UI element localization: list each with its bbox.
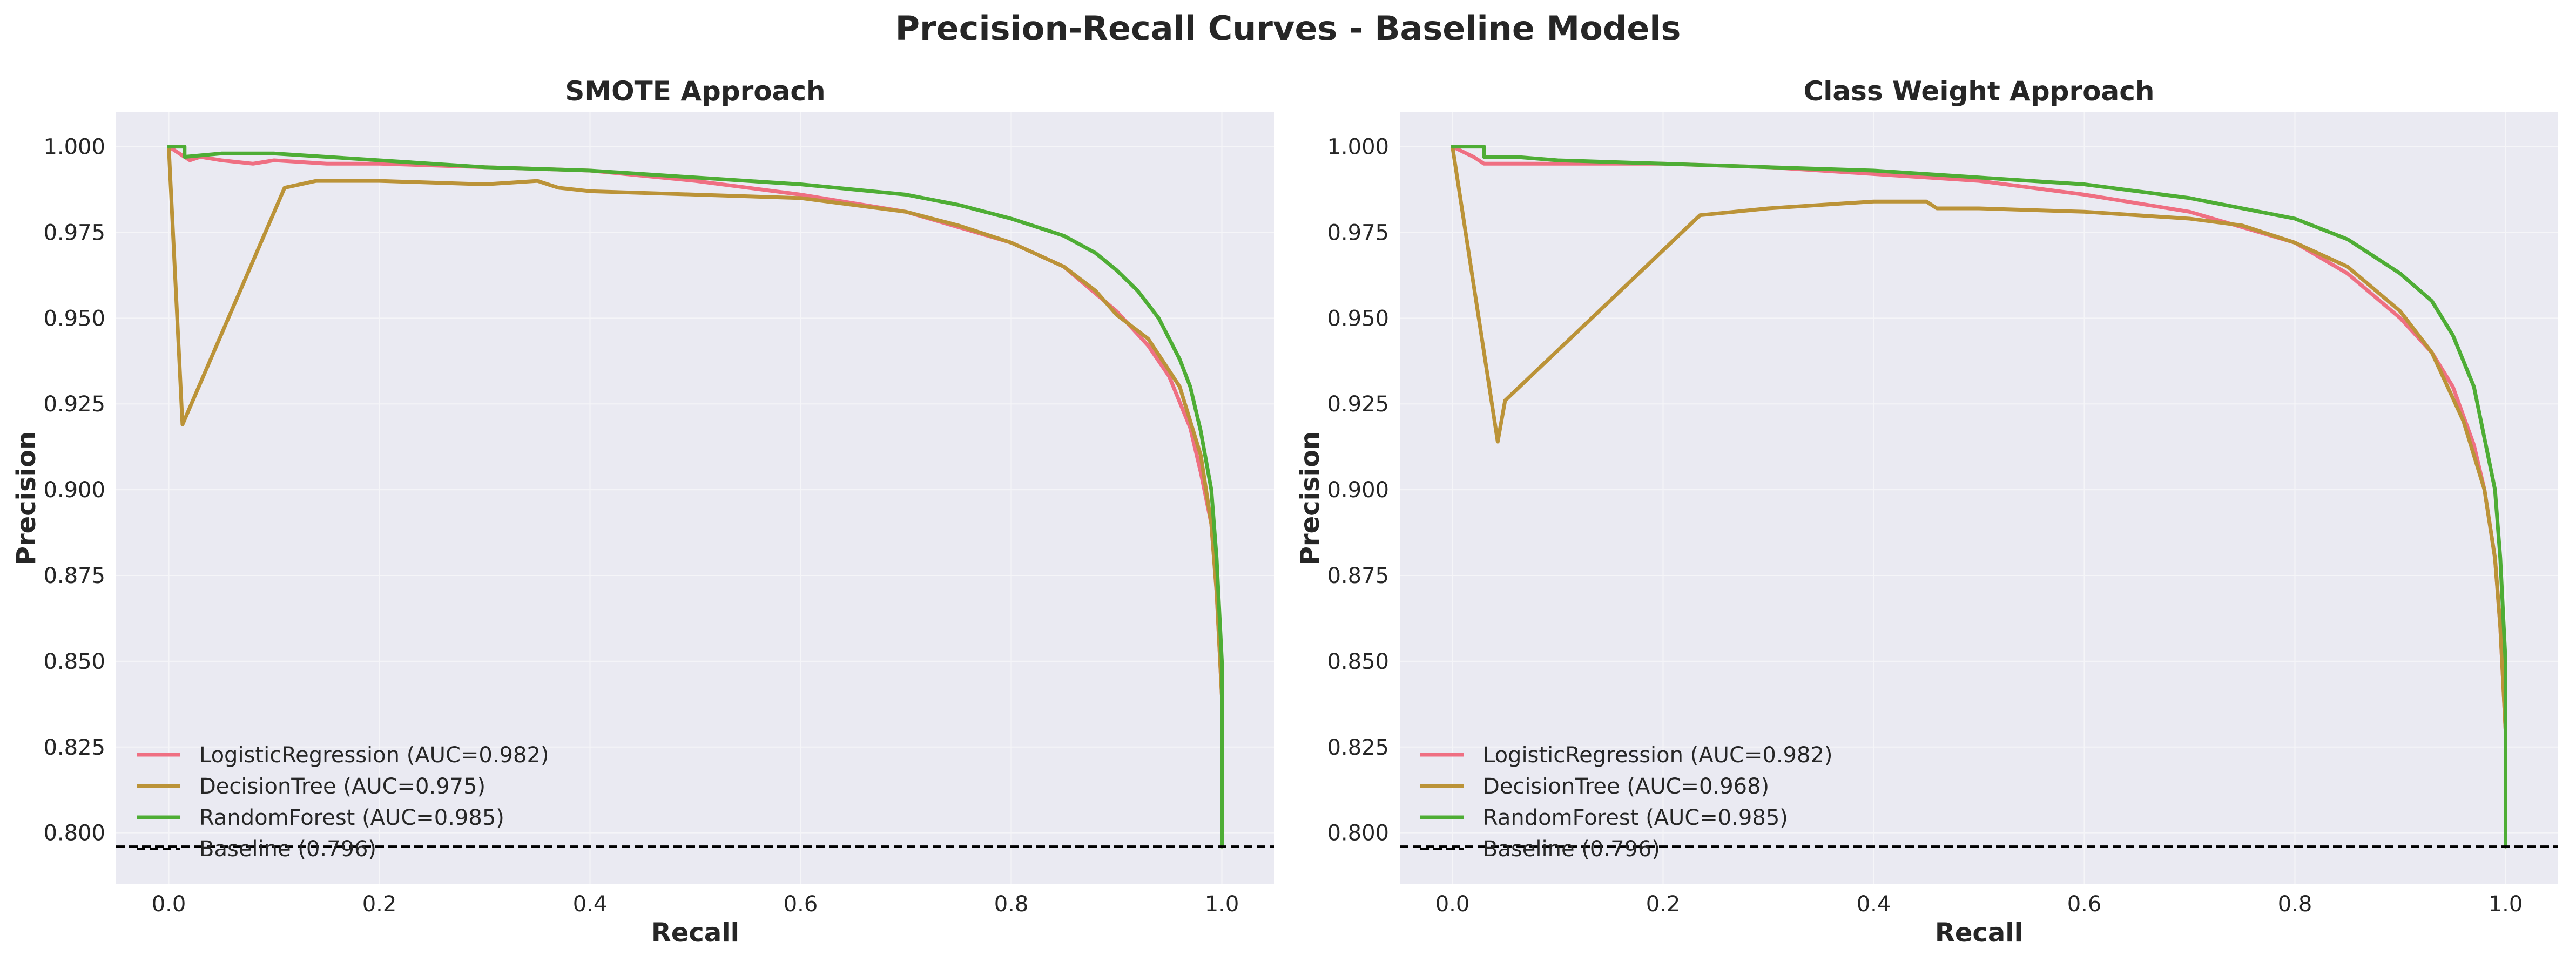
x-tick-label: 0.4 xyxy=(573,892,608,917)
y-tick-label: 0.800 xyxy=(1327,821,1389,846)
y-tick-label: 0.975 xyxy=(43,220,105,245)
series-line-1 xyxy=(1451,145,2507,849)
plot-area xyxy=(1400,112,2558,884)
x-tick-label: 0.4 xyxy=(1857,892,1891,917)
series-group xyxy=(116,145,1274,849)
y-tick-label: 0.875 xyxy=(43,564,105,588)
series-line-0 xyxy=(167,145,1224,849)
series-line-2 xyxy=(167,145,1224,849)
x-tick-label: 0.6 xyxy=(2067,892,2102,917)
plot-area xyxy=(116,112,1274,884)
legend-entry: DecisionTree (AUC=0.968) xyxy=(1483,774,1769,799)
x-tick-label: 0.8 xyxy=(2278,892,2312,917)
smote-chart: SMOTE Approach 0.0 0.2 0.4 0.6 0.8 1.0 0.800 0.8… xyxy=(11,76,1274,948)
legend-entry: LogisticRegression (AUC=0.982) xyxy=(1483,743,1833,768)
legend-entry: LogisticRegression (AUC=0.982) xyxy=(199,743,549,768)
y-axis-label: Precision xyxy=(11,431,42,565)
series-line-1 xyxy=(167,145,1224,849)
x-axis-label: Recall xyxy=(1935,918,2023,948)
series-group xyxy=(1400,145,2558,849)
y-tick-label: 0.850 xyxy=(43,649,105,674)
y-axis-label: Precision xyxy=(1295,431,1325,565)
x-tick-label: 1.0 xyxy=(1205,892,1239,917)
y-tick-label: 0.875 xyxy=(1327,564,1389,588)
chart-title: Class Weight Approach xyxy=(1804,76,2155,107)
y-tick-label: 0.925 xyxy=(43,392,105,417)
y-tick-label: 1.000 xyxy=(43,135,105,160)
legend-entry: RandomForest (AUC=0.985) xyxy=(1483,805,1788,830)
legend-entry-baseline: Baseline (0.796) xyxy=(1483,837,1660,862)
y-tick-label: 0.950 xyxy=(43,306,105,331)
legend-entry-baseline: Baseline (0.796) xyxy=(199,837,376,862)
y-tick-label: 0.950 xyxy=(1327,306,1389,331)
x-tick-label: 0.0 xyxy=(152,892,186,917)
legend-entry: RandomForest (AUC=0.985) xyxy=(199,805,504,830)
y-tick-label: 0.800 xyxy=(43,821,105,846)
y-tick-label: 0.975 xyxy=(1327,220,1389,245)
y-tick-label: 1.000 xyxy=(1327,135,1389,160)
figure-title: Precision-Recall Curves - Baseline Model… xyxy=(895,9,1681,48)
legend-entry: DecisionTree (AUC=0.975) xyxy=(199,774,485,799)
x-tick-label: 0.6 xyxy=(784,892,818,917)
x-tick-label: 0.8 xyxy=(994,892,1029,917)
chart-title: SMOTE Approach xyxy=(565,76,825,107)
x-tick-label: 0.0 xyxy=(1435,892,1470,917)
x-tick-label: 0.2 xyxy=(1646,892,1681,917)
x-tick-label: 1.0 xyxy=(2489,892,2523,917)
y-tick-label: 0.825 xyxy=(1327,735,1389,760)
y-tick-label: 0.925 xyxy=(1327,392,1389,417)
y-tick-label: 0.900 xyxy=(43,478,105,503)
series-line-2 xyxy=(1451,145,2507,849)
y-tick-label: 0.825 xyxy=(43,735,105,760)
x-axis-label: Recall xyxy=(651,918,739,948)
x-tick-label: 0.2 xyxy=(362,892,397,917)
y-tick-label: 0.900 xyxy=(1327,478,1389,503)
y-tick-label: 0.850 xyxy=(1327,649,1389,674)
